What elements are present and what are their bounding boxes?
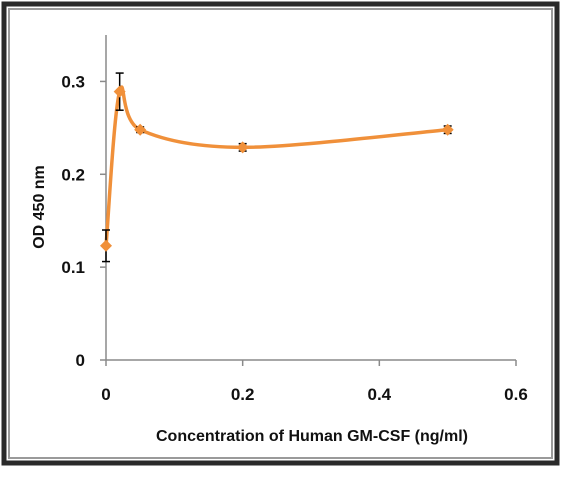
plot-area	[100, 72, 454, 263]
data-point	[134, 123, 147, 136]
inner-border	[8, 8, 553, 459]
outer-border	[1, 1, 560, 466]
x-tick-label: 0.6	[504, 385, 528, 404]
x-tick-label: 0	[101, 385, 110, 404]
y-tick-label: 0.2	[61, 165, 85, 184]
y-tick-label: 0.3	[61, 72, 85, 91]
x-axis-title: Concentration of Human GM-CSF (ng/ml)	[156, 428, 468, 445]
data-point	[236, 141, 249, 154]
y-tick-label: 0	[76, 351, 85, 370]
x-tick-label: 0.4	[368, 385, 392, 404]
y-tick-label: 0.1	[61, 258, 85, 277]
y-axis-title: OD 450 nm	[31, 165, 48, 249]
x-tick-label: 0.2	[231, 385, 255, 404]
data-point	[113, 85, 126, 98]
data-point	[100, 239, 112, 252]
tick-labels: 0 0.2 0.4 0.6 0 0.1 0.2 0.3	[61, 72, 527, 404]
data-point	[441, 123, 454, 136]
axes	[100, 35, 517, 366]
series-line	[104, 85, 448, 246]
